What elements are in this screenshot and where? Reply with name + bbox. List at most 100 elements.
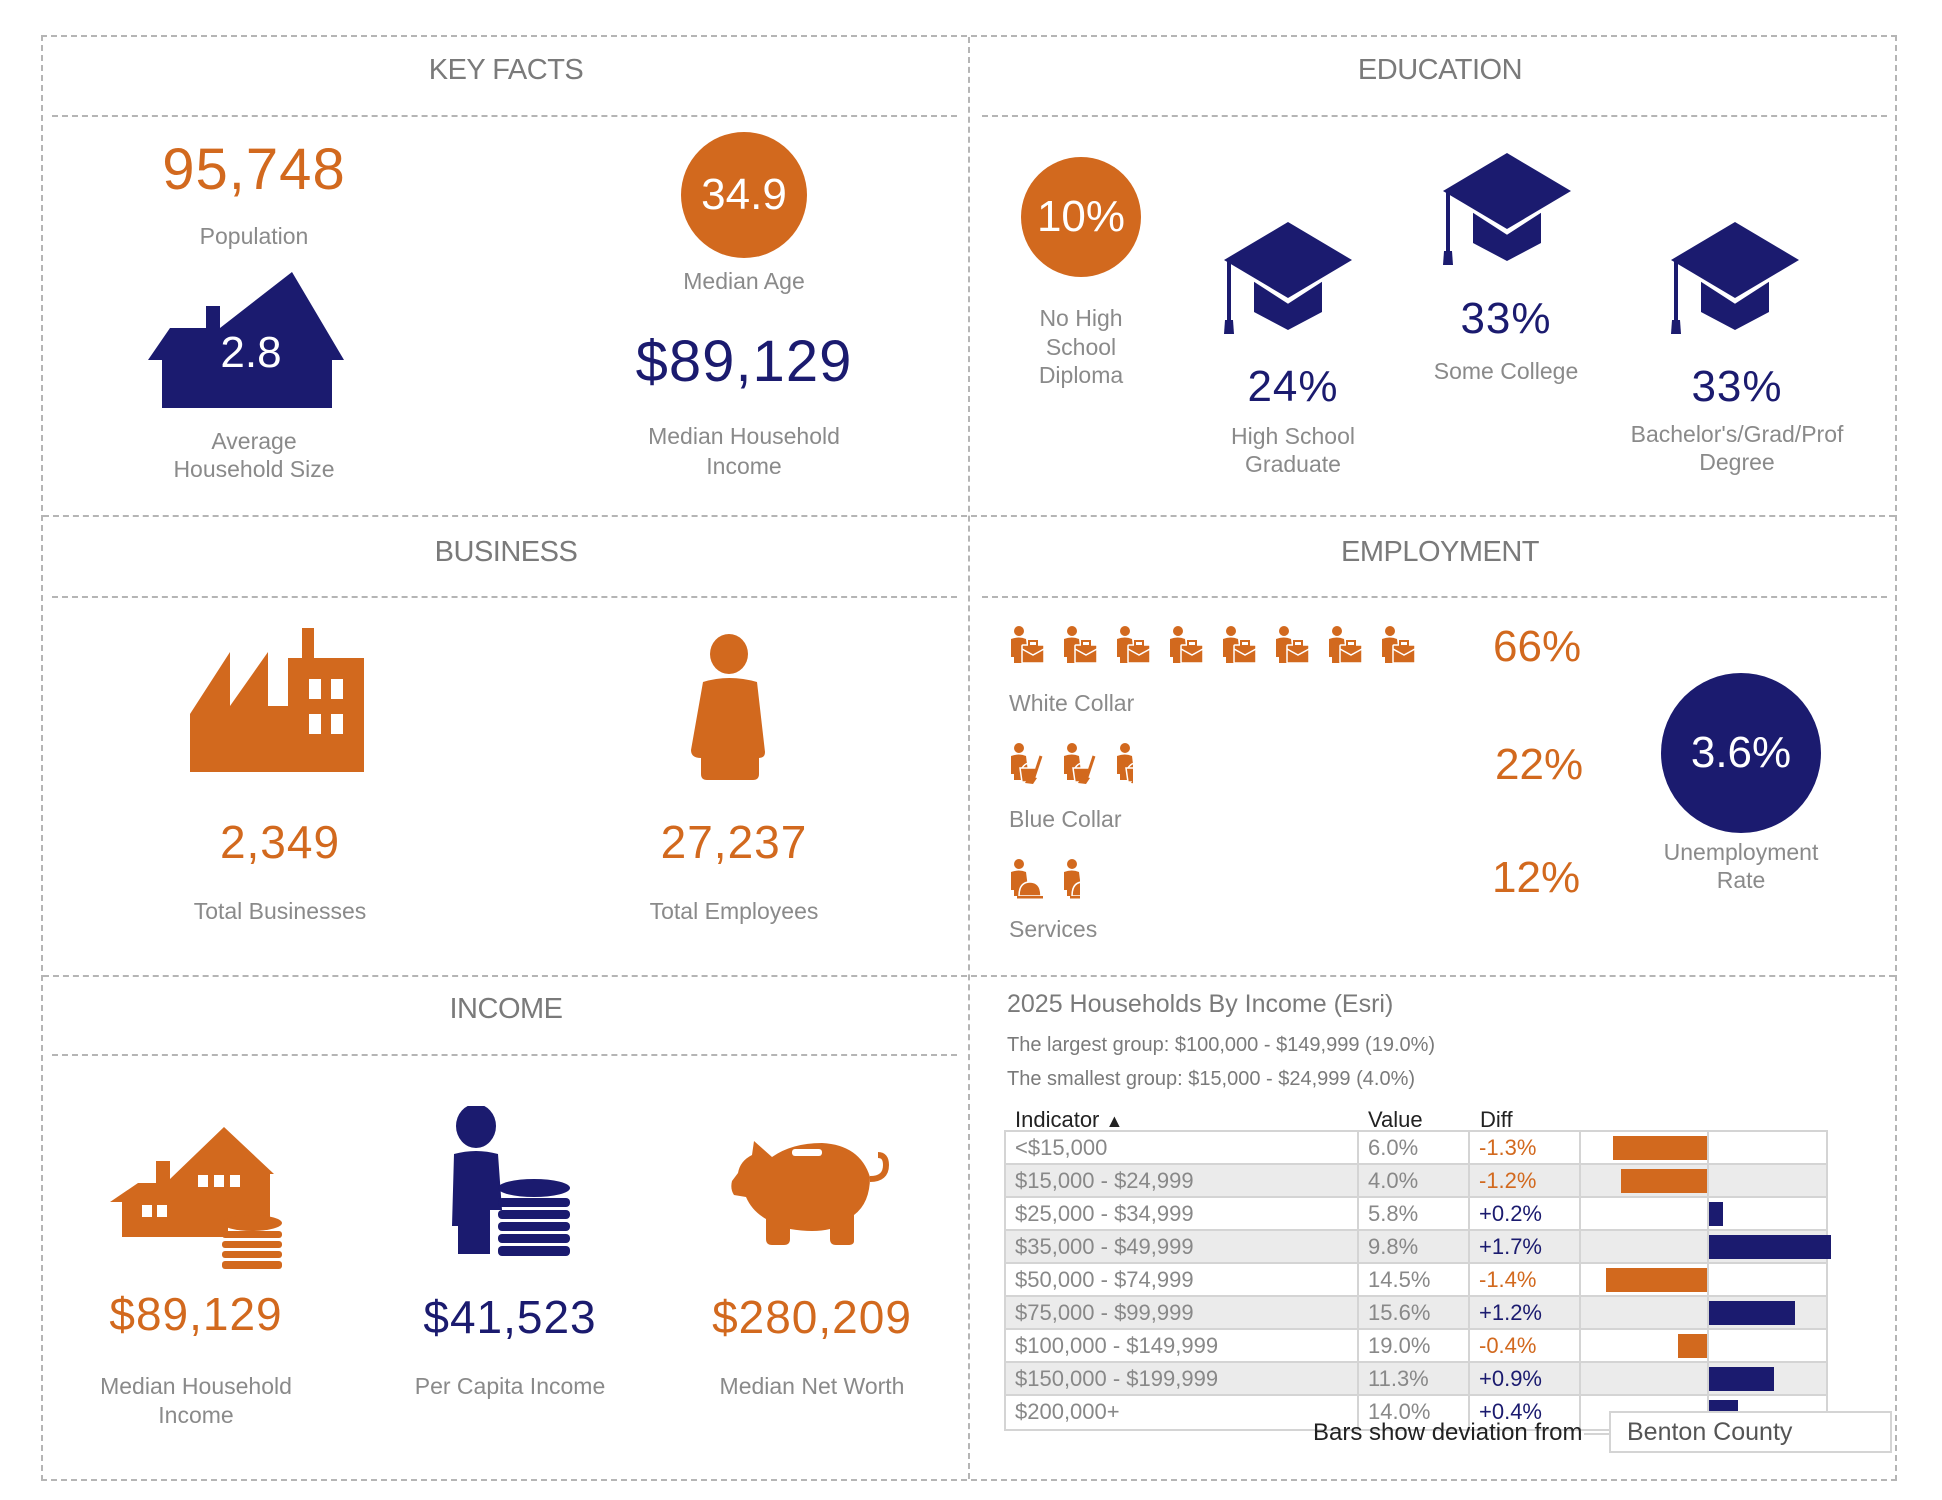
diff-cell: -1.2%	[1470, 1165, 1581, 1196]
white-collar-icons	[1009, 625, 1439, 667]
high-school-graduate-value: 24%	[1247, 362, 1339, 411]
no-high-school-value: 10%	[1036, 192, 1126, 241]
diff-cell: -0.4%	[1470, 1330, 1581, 1361]
diff-cell: +1.7%	[1470, 1231, 1581, 1262]
value-cell: 5.8%	[1359, 1198, 1470, 1229]
person-coins-icon	[450, 1106, 570, 1260]
unemployment-value: 3.6%	[1690, 728, 1792, 777]
income-median-household-label-1: Median Household	[100, 1373, 292, 1399]
table-row[interactable]: $35,000 - $49,999 9.8% +1.7%	[1006, 1231, 1832, 1264]
blue-collar-icons	[1009, 742, 1439, 784]
avg-household-size-label-1: Average	[211, 428, 297, 454]
diff-cell: +0.9%	[1470, 1363, 1581, 1394]
value-column-header[interactable]: Value	[1368, 1107, 1423, 1132]
table-row[interactable]: $15,000 - $24,999 4.0% -1.2%	[1006, 1165, 1826, 1198]
house-icon	[148, 272, 344, 408]
deviation-bar	[1678, 1334, 1707, 1358]
diff-cell: -1.3%	[1470, 1132, 1581, 1163]
value-cell: 9.8%	[1359, 1231, 1470, 1262]
employment-title: EMPLOYMENT	[1340, 536, 1540, 568]
total-businesses-label: Total Businesses	[193, 898, 367, 924]
deviation-bar-cell	[1581, 1198, 1825, 1229]
income-median-household-value: $89,129	[109, 1288, 283, 1340]
worker-briefcase-icon	[1115, 625, 1151, 667]
table-row[interactable]: $25,000 - $34,999 5.8% +0.2%	[1006, 1198, 1826, 1231]
unemployment-label-2: Rate	[1716, 867, 1766, 893]
graduation-cap-icon	[1224, 222, 1352, 334]
population-label: Population	[199, 223, 309, 249]
diff-cell: +0.4%	[1470, 1396, 1581, 1429]
deviation-bar-cell	[1581, 1231, 1832, 1262]
deviation-bar	[1709, 1301, 1796, 1325]
table-row[interactable]: <$15,000 6.0% -1.3%	[1006, 1132, 1826, 1165]
no-high-school-circle: 10%	[1021, 157, 1141, 277]
value-cell: 11.3%	[1359, 1363, 1470, 1394]
worker-bucket-icon	[1009, 742, 1045, 784]
value-cell: 14.0%	[1359, 1396, 1470, 1429]
deviation-bar	[1606, 1268, 1707, 1292]
indicator-cell: <$15,000	[1006, 1132, 1359, 1163]
zero-axis	[1707, 1264, 1709, 1295]
bachelors-value: 33%	[1691, 362, 1783, 411]
services-value: 12%	[1492, 853, 1581, 902]
median-age-circle: 34.9	[681, 132, 807, 258]
zero-axis	[1707, 1165, 1709, 1196]
table-row[interactable]: $200,000+ 14.0% +0.4%	[1006, 1396, 1826, 1429]
table-row[interactable]: $150,000 - $199,999 11.3% +0.9%	[1006, 1363, 1826, 1396]
indicator-cell: $200,000+	[1006, 1396, 1359, 1429]
value-cell: 4.0%	[1359, 1165, 1470, 1196]
deviation-bar-cell	[1581, 1264, 1825, 1295]
diff-cell: -1.4%	[1470, 1264, 1581, 1295]
deviation-bar-cell	[1581, 1132, 1825, 1163]
unemployment-label-1: Unemployment	[1663, 839, 1819, 865]
house-coins-icon	[110, 1127, 282, 1269]
row-divider-1	[43, 515, 1895, 517]
median-age-label: Median Age	[683, 268, 805, 294]
indicator-cell: $150,000 - $199,999	[1006, 1363, 1359, 1394]
worker-briefcase-icon	[1168, 625, 1204, 667]
indicator-header-label: Indicator	[1015, 1107, 1100, 1132]
zero-axis	[1707, 1231, 1709, 1262]
income-header-divider	[52, 1054, 957, 1056]
indicator-column-header[interactable]: Indicator ▲	[1015, 1107, 1123, 1133]
employment-header-divider	[982, 596, 1887, 598]
bachelors-label-1: Bachelor's/Grad/Prof	[1630, 421, 1844, 447]
median-household-income-value: $89,129	[635, 329, 853, 394]
diff-cell: +0.2%	[1470, 1198, 1581, 1229]
zero-axis	[1707, 1297, 1709, 1328]
deviation-bar-cell	[1581, 1297, 1825, 1328]
table-row[interactable]: $75,000 - $99,999 15.6% +1.2%	[1006, 1297, 1826, 1330]
total-employees-value: 27,237	[660, 816, 808, 868]
diff-column-header[interactable]: Diff	[1480, 1107, 1513, 1132]
total-employees-label: Total Employees	[649, 898, 819, 924]
deviation-bar-cell	[1581, 1330, 1825, 1361]
blue-collar-label: Blue Collar	[1009, 806, 1122, 832]
report-frame	[41, 35, 1897, 1481]
median-household-income-label-2: Income	[706, 453, 782, 479]
indicator-cell: $75,000 - $99,999	[1006, 1297, 1359, 1328]
avg-household-size-value: 2.8	[220, 328, 282, 377]
comparison-area-select[interactable]: Benton County	[1609, 1411, 1892, 1453]
person-icon	[689, 634, 771, 780]
deviation-bar-cell	[1581, 1165, 1825, 1196]
table-row[interactable]: $50,000 - $74,999 14.5% -1.4%	[1006, 1264, 1826, 1297]
worker-briefcase-icon	[1221, 625, 1257, 667]
deviation-bar	[1709, 1235, 1832, 1259]
key-facts-header-divider	[52, 115, 957, 117]
households-by-income-title: 2025 Households By Income (Esri)	[1007, 990, 1394, 1018]
per-capita-income-value: $41,523	[423, 1291, 597, 1343]
white-collar-value: 66%	[1493, 622, 1582, 671]
indicator-cell: $100,000 - $149,999	[1006, 1330, 1359, 1361]
education-header-divider	[982, 115, 1887, 117]
worker-bucket-icon	[1115, 742, 1133, 784]
services-label: Services	[1009, 916, 1098, 942]
value-cell: 15.6%	[1359, 1297, 1470, 1328]
households-by-income-table: <$15,000 6.0% -1.3% $15,000 - $24,999 4.0% -1…	[1004, 1130, 1832, 1431]
sort-ascending-icon: ▲	[1105, 1111, 1124, 1131]
blue-collar-value: 22%	[1495, 740, 1584, 789]
some-college-label: Some College	[1433, 358, 1579, 384]
zero-axis	[1707, 1198, 1709, 1229]
table-row[interactable]: $100,000 - $149,999 19.0% -0.4%	[1006, 1330, 1826, 1363]
business-title: BUSINESS	[434, 536, 578, 568]
no-high-school-label-3: Diploma	[1038, 362, 1124, 388]
